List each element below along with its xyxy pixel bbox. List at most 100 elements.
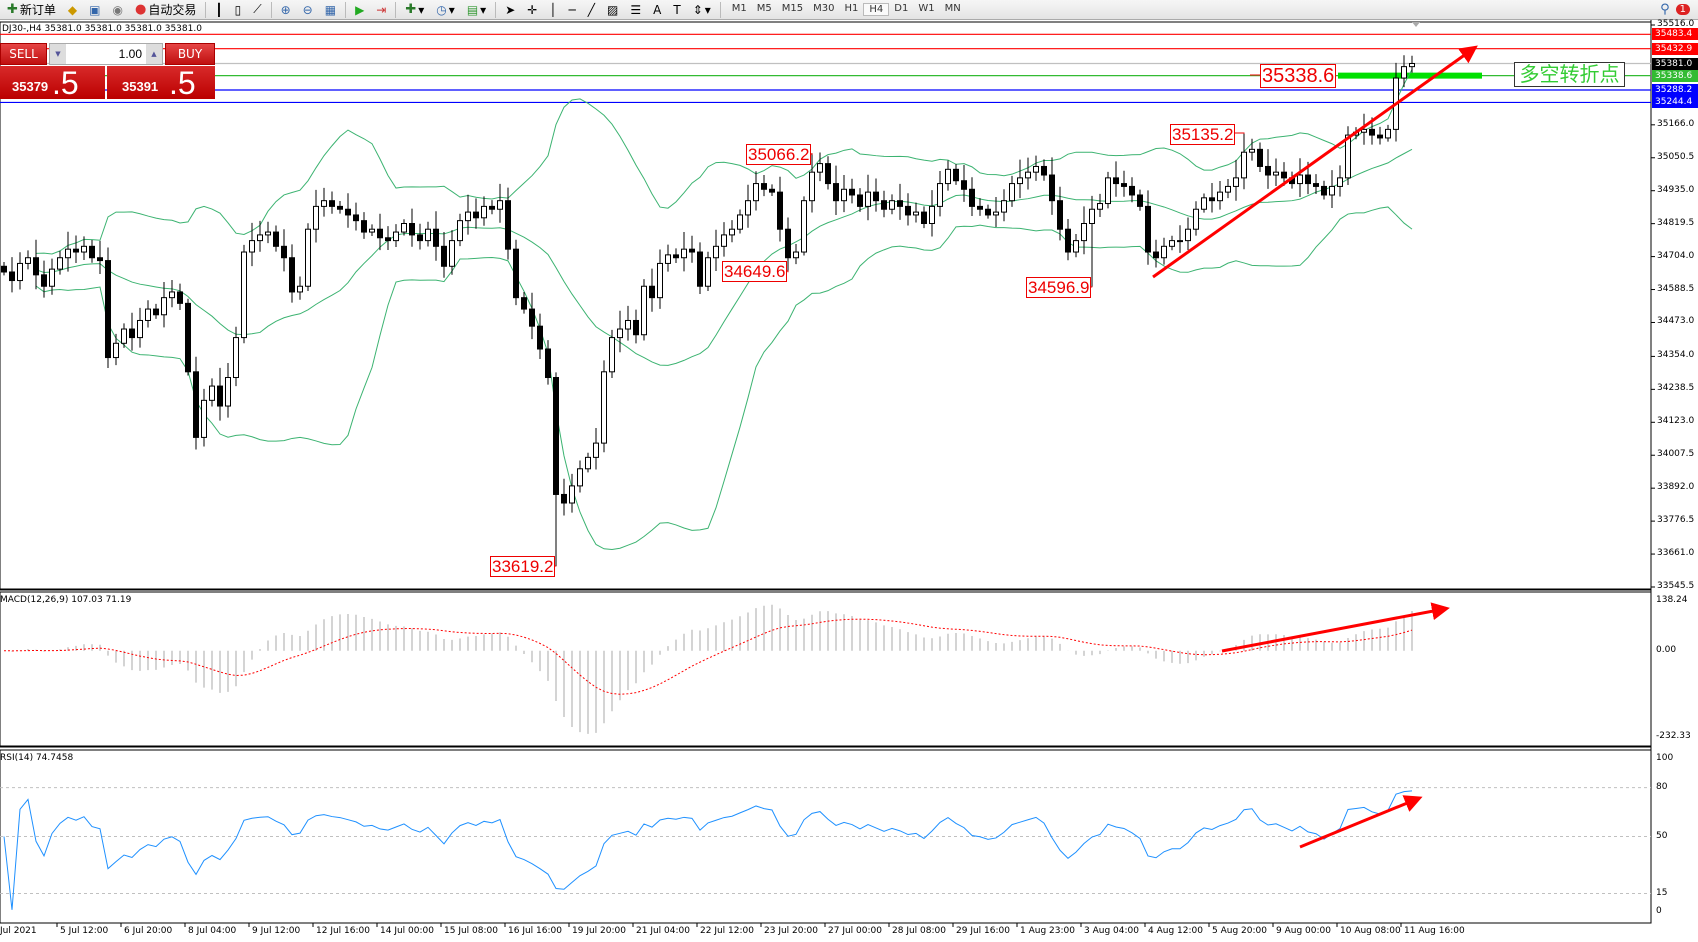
time-tick-label: 1 Aug 23:00 [1020,926,1075,936]
timeframe-h1[interactable]: H1 [844,3,859,14]
text-label-button[interactable]: T [670,1,683,19]
timeframe-m5[interactable]: M5 [756,3,772,14]
candle-chart-button[interactable]: ▯ [232,1,245,19]
arrows-icon: ⇕ [692,2,703,17]
bollinger-lower [35,206,1413,551]
lot-size-input[interactable]: ▼ 1.00 ▲ [49,43,163,65]
notification-badge[interactable]: 1 [1675,4,1690,15]
vertical-line-button[interactable]: │ [546,1,559,19]
line-chart-button[interactable]: ⟋ [250,1,264,19]
terminal-button[interactable]: ▣ [86,1,103,19]
periods-button[interactable]: ◷ ▾ [436,2,455,17]
candle [721,234,727,247]
chart-shift-marker [1412,22,1420,27]
lot-decrease-button[interactable]: ▼ [50,44,66,64]
candle [449,240,455,267]
signals-button[interactable]: ◉ [110,1,126,19]
timeframe-w1[interactable]: W1 [918,3,935,14]
market-watch-button[interactable]: ◆ [65,1,80,19]
new-order-button[interactable]: ✚ 新订单 [4,1,59,19]
channel-button[interactable]: ▨ [604,1,621,19]
candle [1257,148,1263,167]
candle [385,237,391,242]
candle [761,183,767,190]
candle [233,337,239,379]
separator [205,1,207,18]
candle [977,205,983,210]
cursor-button[interactable]: ➤ [502,1,518,19]
candle [881,200,887,210]
candle [1313,183,1319,187]
candle [921,211,927,225]
timeframe-m30[interactable]: M30 [813,3,835,14]
timeframe-h4[interactable]: H4 [863,3,890,16]
candle [457,220,463,242]
price-tick-label: 34354.0 [1657,350,1695,361]
time-tick-label: 5 Jul 12:00 [60,926,109,936]
candle [833,183,839,202]
candle [585,456,591,470]
search-icon[interactable]: ⚲ [1660,2,1670,17]
candle [193,371,199,438]
candle [633,319,639,336]
price-tick-label: 34935.0 [1657,184,1695,195]
price-tick-label: 34123.0 [1657,416,1695,427]
timeframe-d1[interactable]: D1 [894,3,909,14]
candle [521,297,527,310]
arrows-button[interactable]: ⇕ ▾ [692,2,711,17]
candle [425,228,431,242]
indicators-button[interactable]: ✚ ▾ [405,2,425,17]
trendline-button[interactable]: ╱ [585,1,598,19]
candle [1361,128,1367,133]
zoom-out-button[interactable]: ⊖ [300,1,316,19]
candle [321,200,327,207]
fibonacci-button[interactable]: ☰ [627,1,644,19]
time-tick-label: 15 Jul 08:00 [444,926,498,936]
crosshair-button[interactable]: ✛ [524,1,540,19]
price-tick-label: 34588.5 [1657,283,1695,294]
zoom-in-icon: ⊕ [280,2,291,17]
zoom-in-button[interactable]: ⊕ [278,1,294,19]
candle [1153,251,1159,259]
lot-increase-button[interactable]: ▲ [146,44,162,64]
templates-button[interactable]: ▤ ▾ [466,2,487,17]
time-tick-label: 5 Aug 20:00 [1212,926,1267,936]
candle [49,268,55,287]
ask-price-main: 35391 [122,79,159,94]
sell-button[interactable]: SELL [0,43,47,65]
candle [553,377,559,495]
auto-trading-button[interactable]: ● 自动交易 [132,1,199,19]
autoscroll-button[interactable]: ▶ [352,1,367,19]
candle [777,191,783,230]
candle [1033,165,1039,173]
candle [1161,245,1167,259]
candle [561,493,567,504]
bid-price-button[interactable]: 35379 .5 [0,66,105,99]
timeframe-m15[interactable]: M15 [781,3,804,14]
candle [1129,185,1135,196]
chart-shift-button[interactable]: ⇥ [373,1,389,19]
tile-button[interactable]: ▦ [322,1,339,19]
timeframe-m1[interactable]: M1 [731,3,747,14]
ask-price-button[interactable]: 35391 .5 [107,66,215,99]
high-price-label: 35066.2 [746,144,812,165]
candle [801,200,807,253]
bar-chart-button[interactable]: ┃ [212,1,225,19]
candle [689,248,695,253]
candle [793,251,799,259]
timeframe-mn[interactable]: MN [944,3,961,14]
price-tick-label: 33661.0 [1657,548,1695,559]
candle [1217,191,1223,202]
time-tick-label: 9 Jul 12:00 [252,926,301,936]
tile-windows-icon: ▦ [324,2,337,17]
candle [257,234,263,242]
price-tick-label: 34473.0 [1657,316,1695,327]
trend-arrow [1221,602,1450,653]
horizontal-line-button[interactable]: ─ [566,1,579,19]
chart-canvas[interactable] [0,20,1698,942]
trendline-icon: ╱ [587,2,596,17]
lot-value[interactable]: 1.00 [118,47,142,61]
buy-button[interactable]: BUY [165,43,215,65]
candle [177,291,183,304]
text-button[interactable]: A [650,1,664,19]
